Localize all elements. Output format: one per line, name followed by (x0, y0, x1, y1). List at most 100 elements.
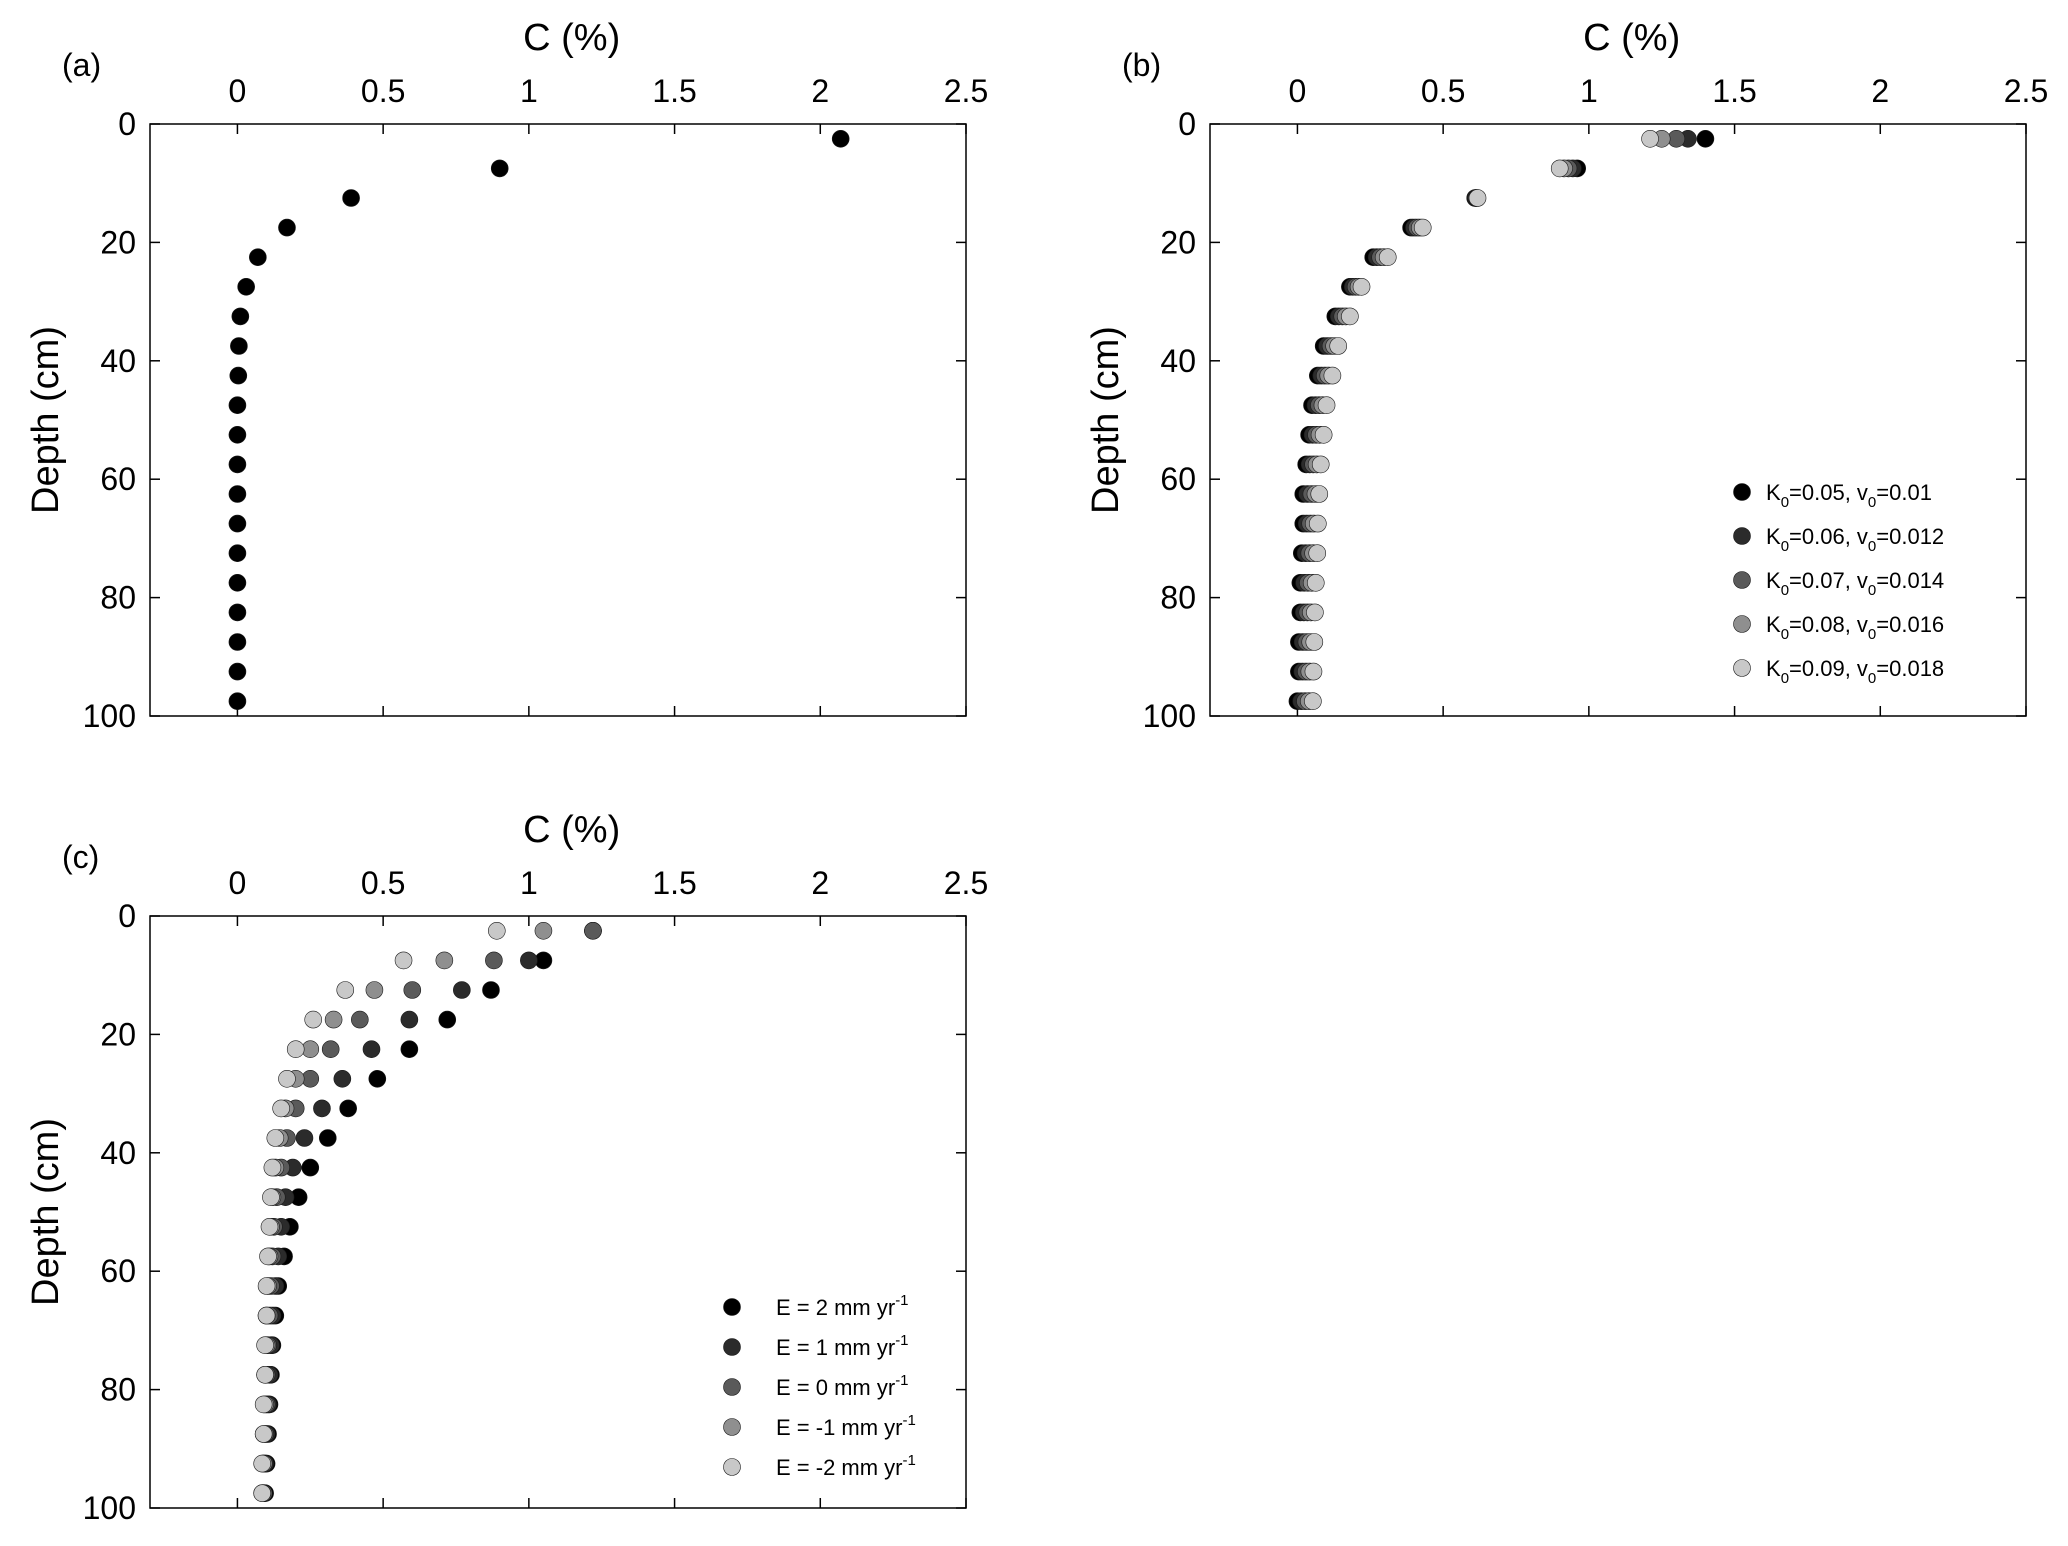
y-tick-label: 0 (118, 898, 136, 934)
x-tick-label: 1.5 (652, 865, 696, 901)
legend-marker (723, 1458, 741, 1476)
y-tick-label: 60 (100, 461, 136, 497)
data-point (263, 1158, 282, 1177)
x-tick-label: 2 (1871, 73, 1889, 109)
plot-frame (1209, 123, 2027, 717)
data-point (228, 396, 247, 415)
x-axis-title: C (%) (1583, 17, 1680, 59)
data-point (403, 981, 422, 999)
data-point (237, 277, 255, 296)
data-point (228, 425, 247, 444)
data-point (304, 1010, 323, 1029)
x-tick-label: 2 (811, 865, 829, 901)
data-point (1304, 692, 1322, 711)
data-point (487, 921, 506, 940)
data-point (230, 337, 248, 355)
data-point (1696, 130, 1715, 148)
panel-label: (a) (62, 47, 101, 83)
data-point (256, 1366, 274, 1384)
data-point (272, 1099, 290, 1118)
data-point (266, 1129, 285, 1147)
legend-marker (723, 1298, 741, 1316)
legend-marker (1733, 527, 1751, 545)
data-point (257, 1277, 276, 1295)
data-point (1468, 189, 1487, 207)
data-point (520, 951, 538, 970)
chart-panel: 0 0.5 1 1.5 2 2.5 0 20 40 60 80 100 C (%) Depth (cm) (… (25, 809, 988, 1526)
data-point (584, 921, 602, 940)
data-point (485, 951, 503, 970)
data-point (228, 662, 247, 681)
data-point (1317, 396, 1336, 415)
data-point (253, 1484, 272, 1502)
legend-marker (1733, 483, 1751, 501)
data-point (365, 981, 384, 999)
legend-entry: E = 1 mm yr-1 (776, 1332, 909, 1360)
data-point (278, 1070, 296, 1088)
series (1304, 130, 1659, 711)
y-tick-label: 80 (1160, 580, 1196, 616)
data-point (438, 1010, 457, 1029)
y-tick-label: 60 (1160, 461, 1196, 497)
x-tick-label: 0.5 (1421, 73, 1465, 109)
y-tick-label: 20 (100, 1016, 136, 1052)
data-point (1311, 455, 1330, 474)
x-tick-label: 1.5 (1712, 73, 1756, 109)
y-tick-label: 0 (1178, 106, 1196, 142)
y-tick-label: 0 (118, 106, 136, 142)
data-point (256, 1336, 274, 1354)
data-point (362, 1040, 381, 1058)
data-point (831, 130, 850, 148)
chart-panel: 0 0.5 1 1.5 2 2.5 0 20 40 60 80 100 C (%) Depth (cm) (… (25, 17, 988, 734)
legend-entry: K0=0.05, v0=0.01 (1766, 480, 1932, 511)
data-point (482, 981, 500, 999)
y-tick-label: 100 (83, 1490, 136, 1526)
legend-marker (1733, 571, 1751, 589)
data-point (228, 603, 247, 622)
y-axis-title: Depth (cm) (1085, 326, 1127, 514)
data-point (1308, 544, 1327, 563)
data-point (1305, 633, 1324, 651)
data-point (1304, 662, 1323, 681)
data-point (1352, 277, 1371, 296)
data-point (262, 1188, 280, 1206)
y-tick-label: 100 (83, 698, 136, 734)
legend-marker (1733, 659, 1751, 677)
data-point (1341, 307, 1359, 326)
x-axis-title: C (%) (523, 809, 620, 851)
plot-frame (149, 915, 967, 1509)
data-point (278, 218, 296, 237)
data-point (1413, 218, 1432, 237)
data-point (534, 921, 553, 940)
data-point (254, 1425, 273, 1443)
legend-entry: E = 2 mm yr-1 (776, 1292, 909, 1320)
x-tick-label: 1 (1580, 73, 1598, 109)
data-point (339, 1099, 357, 1118)
panel-label: (c) (62, 839, 99, 875)
data-point (254, 1395, 273, 1414)
x-tick-label: 0 (229, 865, 247, 901)
plot-frame (149, 123, 967, 717)
data-point (435, 951, 454, 970)
x-tick-label: 2 (811, 73, 829, 109)
data-point (249, 248, 267, 267)
chart-panel: 0 0.5 1 1.5 2 2.5 0 20 40 60 80 100 C (%) Depth (cm) (… (1085, 17, 2048, 734)
y-tick-label: 80 (100, 1372, 136, 1408)
data-point (400, 1010, 419, 1029)
data-point (301, 1158, 320, 1177)
legend-entry: K0=0.06, v0=0.012 (1766, 524, 1944, 555)
data-point (1641, 130, 1659, 148)
legend-entry: K0=0.08, v0=0.016 (1766, 612, 1944, 643)
y-tick-label: 80 (100, 580, 136, 616)
y-axis-title: Depth (cm) (25, 326, 67, 514)
legend-entry: E = -2 mm yr-1 (776, 1452, 916, 1480)
data-point (259, 1247, 277, 1266)
x-tick-label: 0.5 (361, 73, 405, 109)
y-tick-label: 40 (100, 1135, 136, 1171)
data-point (257, 1306, 276, 1325)
data-point (333, 1070, 352, 1088)
data-point (324, 1010, 343, 1029)
legend-entry: K0=0.07, v0=0.014 (1766, 568, 1944, 599)
data-point (453, 981, 471, 999)
